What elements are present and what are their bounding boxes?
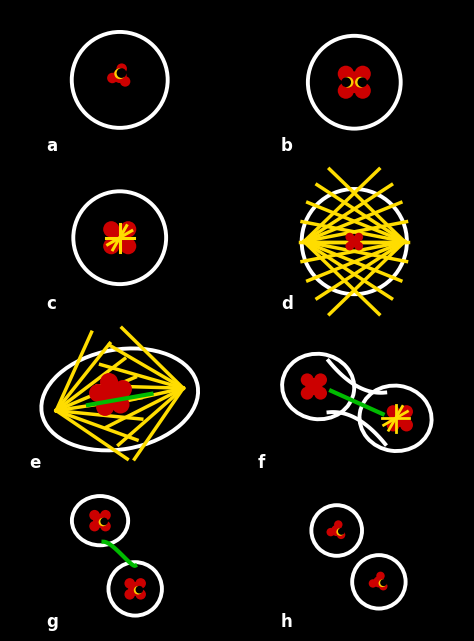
Ellipse shape — [348, 236, 360, 247]
Ellipse shape — [114, 380, 132, 398]
Ellipse shape — [391, 410, 409, 427]
Ellipse shape — [344, 71, 365, 93]
Ellipse shape — [134, 586, 142, 594]
Ellipse shape — [379, 579, 386, 587]
Ellipse shape — [337, 528, 344, 536]
Text: g: g — [46, 613, 58, 631]
Ellipse shape — [355, 77, 366, 88]
Ellipse shape — [369, 579, 377, 588]
Ellipse shape — [136, 586, 143, 594]
Ellipse shape — [99, 518, 107, 526]
Ellipse shape — [327, 528, 335, 537]
Ellipse shape — [357, 78, 367, 87]
Ellipse shape — [125, 578, 135, 588]
Polygon shape — [325, 362, 389, 442]
Text: c: c — [46, 295, 56, 313]
Ellipse shape — [100, 373, 118, 391]
Ellipse shape — [400, 405, 413, 418]
Ellipse shape — [341, 78, 351, 87]
Ellipse shape — [111, 395, 129, 413]
Ellipse shape — [136, 578, 146, 588]
Ellipse shape — [337, 531, 345, 539]
Text: f: f — [258, 454, 265, 472]
Ellipse shape — [125, 589, 135, 599]
Text: d: d — [281, 295, 292, 313]
Ellipse shape — [103, 238, 119, 254]
Ellipse shape — [100, 510, 111, 520]
Ellipse shape — [128, 582, 142, 596]
Ellipse shape — [107, 73, 118, 83]
Ellipse shape — [387, 405, 400, 418]
Ellipse shape — [120, 221, 136, 237]
Ellipse shape — [93, 513, 107, 528]
Ellipse shape — [89, 521, 100, 531]
Ellipse shape — [103, 221, 119, 237]
Ellipse shape — [100, 521, 111, 531]
Ellipse shape — [109, 227, 130, 249]
Ellipse shape — [120, 238, 136, 254]
Ellipse shape — [117, 63, 127, 74]
Ellipse shape — [117, 68, 127, 78]
Ellipse shape — [113, 69, 127, 83]
Ellipse shape — [338, 65, 354, 82]
Ellipse shape — [355, 242, 363, 251]
Ellipse shape — [334, 520, 343, 529]
Ellipse shape — [355, 65, 371, 82]
Ellipse shape — [99, 383, 123, 407]
Ellipse shape — [305, 378, 322, 395]
Text: a: a — [46, 137, 57, 155]
Ellipse shape — [114, 69, 125, 79]
Ellipse shape — [301, 374, 314, 387]
Ellipse shape — [355, 233, 363, 242]
Ellipse shape — [314, 374, 327, 387]
Ellipse shape — [376, 572, 385, 580]
Text: e: e — [29, 454, 41, 472]
Ellipse shape — [100, 518, 108, 525]
Ellipse shape — [338, 83, 354, 99]
Text: h: h — [281, 613, 292, 631]
Ellipse shape — [136, 589, 146, 599]
Ellipse shape — [343, 77, 354, 88]
Ellipse shape — [89, 384, 107, 402]
Ellipse shape — [355, 83, 371, 99]
Ellipse shape — [346, 233, 354, 242]
Ellipse shape — [400, 419, 413, 431]
Ellipse shape — [373, 576, 384, 587]
Ellipse shape — [346, 242, 354, 251]
Ellipse shape — [338, 528, 345, 535]
Ellipse shape — [387, 419, 400, 431]
Ellipse shape — [120, 76, 130, 87]
Ellipse shape — [89, 510, 100, 520]
Ellipse shape — [379, 582, 387, 590]
Ellipse shape — [380, 579, 387, 586]
Ellipse shape — [314, 387, 327, 399]
Text: b: b — [281, 137, 292, 155]
Ellipse shape — [331, 525, 342, 536]
Ellipse shape — [301, 387, 314, 399]
Ellipse shape — [96, 398, 114, 416]
